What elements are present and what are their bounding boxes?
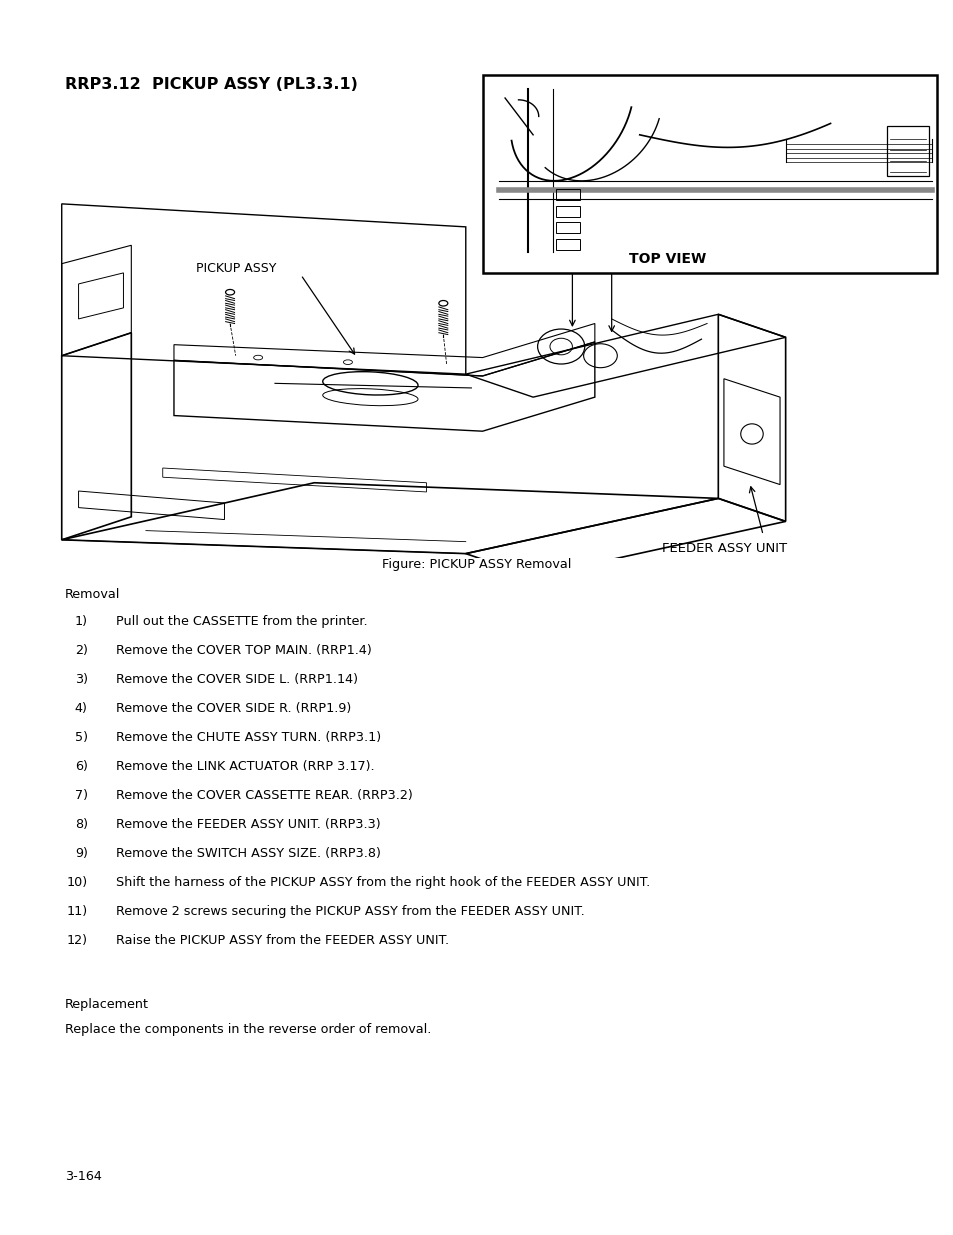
Text: Remove the FEEDER ASSY UNIT. (RRP3.3): Remove the FEEDER ASSY UNIT. (RRP3.3)	[116, 819, 380, 831]
Text: Remove the CHUTE ASSY TURN. (RRP3.1): Remove the CHUTE ASSY TURN. (RRP3.1)	[116, 731, 381, 745]
Text: Figure: PICKUP ASSY Removal: Figure: PICKUP ASSY Removal	[382, 558, 571, 572]
Bar	[482, 75, 936, 273]
Text: Replacement: Replacement	[65, 998, 149, 1011]
Text: Removal: Removal	[65, 588, 120, 601]
Text: 9): 9)	[75, 847, 88, 861]
Text: Replace the components in the reverse order of removal.: Replace the components in the reverse or…	[65, 1023, 431, 1036]
Text: RRP3.12  PICKUP ASSY (PL3.3.1): RRP3.12 PICKUP ASSY (PL3.3.1)	[65, 77, 357, 91]
Text: 5): 5)	[74, 731, 88, 745]
Text: 2): 2)	[75, 645, 88, 657]
Text: 3-164: 3-164	[65, 1170, 102, 1183]
Text: Remove the SWITCH ASSY SIZE. (RRP3.8): Remove the SWITCH ASSY SIZE. (RRP3.8)	[116, 847, 381, 861]
Text: 4): 4)	[75, 701, 88, 715]
Text: 12): 12)	[67, 935, 88, 947]
Text: Remove the LINK ACTUATOR (RRP 3.17).: Remove the LINK ACTUATOR (RRP 3.17).	[116, 760, 375, 773]
Text: Remove the COVER TOP MAIN. (RRP1.4): Remove the COVER TOP MAIN. (RRP1.4)	[116, 645, 372, 657]
Text: PICKUP ASSY: PICKUP ASSY	[196, 262, 276, 274]
Text: TOP VIEW: TOP VIEW	[629, 252, 705, 266]
Text: 6): 6)	[75, 760, 88, 773]
Text: 3): 3)	[74, 673, 88, 687]
Bar	[555, 222, 579, 233]
Text: 8): 8)	[74, 819, 88, 831]
Text: Shift the harness of the PICKUP ASSY from the right hook of the FEEDER ASSY UNIT: Shift the harness of the PICKUP ASSY fro…	[116, 877, 650, 889]
Text: Remove the COVER SIDE R. (RRP1.9): Remove the COVER SIDE R. (RRP1.9)	[116, 701, 352, 715]
Text: FEEDER ASSY UNIT: FEEDER ASSY UNIT	[661, 542, 786, 555]
Bar	[885, 126, 928, 177]
Text: Pull out the CASSETTE from the printer.: Pull out the CASSETTE from the printer.	[116, 615, 368, 629]
Bar	[555, 189, 579, 200]
Text: Raise the PICKUP ASSY from the FEEDER ASSY UNIT.: Raise the PICKUP ASSY from the FEEDER AS…	[116, 935, 449, 947]
Text: 7): 7)	[74, 789, 88, 803]
Text: 11): 11)	[67, 905, 88, 919]
Text: Remove 2 screws securing the PICKUP ASSY from the FEEDER ASSY UNIT.: Remove 2 screws securing the PICKUP ASSY…	[116, 905, 584, 919]
Bar	[555, 206, 579, 217]
Text: 1): 1)	[74, 615, 88, 629]
Bar	[555, 238, 579, 249]
Text: Remove the COVER CASSETTE REAR. (RRP3.2): Remove the COVER CASSETTE REAR. (RRP3.2)	[116, 789, 413, 803]
Text: 10): 10)	[67, 877, 88, 889]
Text: Remove the COVER SIDE L. (RRP1.14): Remove the COVER SIDE L. (RRP1.14)	[116, 673, 358, 687]
